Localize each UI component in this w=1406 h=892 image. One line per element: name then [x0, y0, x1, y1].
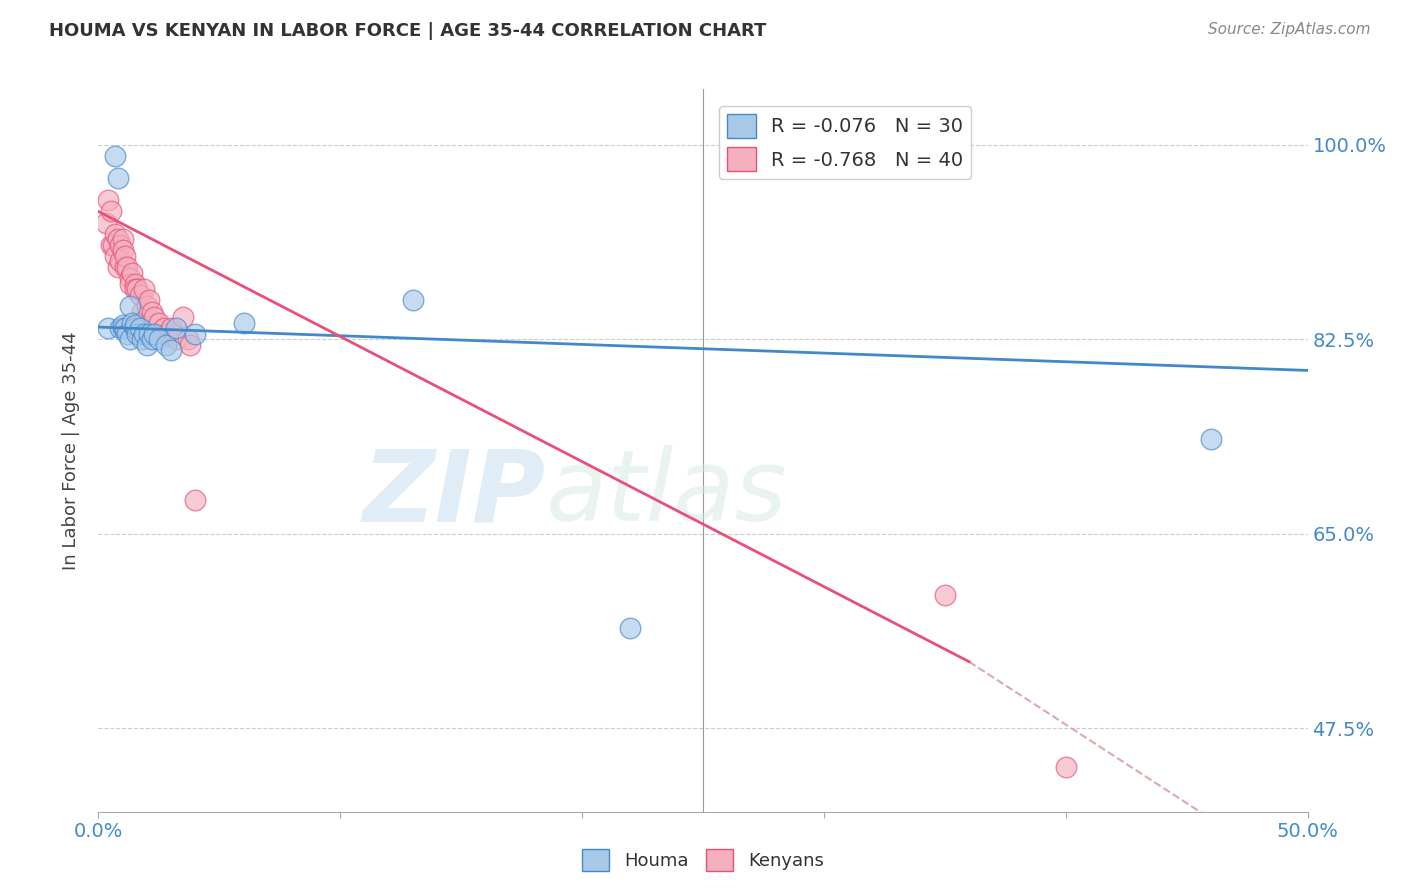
Point — [121, 316, 143, 330]
Point — [134, 282, 156, 296]
Point — [108, 254, 131, 268]
Text: ZIP: ZIP — [363, 445, 546, 542]
Point — [155, 338, 177, 352]
Point — [184, 326, 207, 341]
Text: atlas: atlas — [546, 445, 787, 542]
Point — [134, 326, 156, 341]
Point — [155, 326, 177, 341]
Point — [1054, 760, 1077, 774]
Text: HOUMA VS KENYAN IN LABOR FORCE | AGE 35-44 CORRELATION CHART: HOUMA VS KENYAN IN LABOR FORCE | AGE 35-… — [49, 22, 766, 40]
Point — [135, 338, 157, 352]
Point — [141, 304, 163, 318]
Point — [114, 321, 136, 335]
Point — [138, 326, 160, 341]
Point — [111, 318, 134, 332]
Point — [114, 249, 136, 263]
Point — [179, 338, 201, 352]
Point — [160, 343, 183, 358]
Point — [94, 216, 117, 230]
Point — [97, 194, 120, 208]
Point — [148, 332, 170, 346]
Point — [131, 332, 153, 346]
Point — [143, 326, 166, 341]
Point — [127, 326, 149, 341]
Point — [1199, 433, 1222, 447]
Point — [124, 277, 146, 291]
Point — [619, 621, 641, 635]
Point — [232, 316, 254, 330]
Point — [101, 237, 124, 252]
Point — [104, 249, 127, 263]
Point — [121, 266, 143, 280]
Point — [138, 293, 160, 308]
Point — [108, 237, 131, 252]
Point — [160, 321, 183, 335]
Point — [118, 299, 141, 313]
Point — [97, 321, 120, 335]
Point — [124, 321, 146, 335]
Point — [108, 321, 131, 335]
Point — [131, 304, 153, 318]
Text: Source: ZipAtlas.com: Source: ZipAtlas.com — [1208, 22, 1371, 37]
Point — [111, 232, 134, 246]
Point — [128, 288, 150, 302]
Point — [111, 244, 134, 258]
Point — [184, 493, 207, 508]
Point — [100, 204, 122, 219]
Point — [104, 149, 127, 163]
Point — [165, 332, 187, 346]
Point — [128, 321, 150, 335]
Point — [111, 321, 134, 335]
Point — [107, 171, 129, 186]
Point — [118, 271, 141, 285]
Point — [118, 332, 141, 346]
Point — [107, 260, 129, 274]
Point — [100, 237, 122, 252]
Point — [148, 316, 170, 330]
Point — [117, 326, 139, 341]
Point — [117, 260, 139, 274]
Point — [143, 310, 166, 324]
Y-axis label: In Labor Force | Age 35-44: In Labor Force | Age 35-44 — [62, 331, 80, 570]
Point — [402, 293, 425, 308]
Point — [114, 260, 136, 274]
Point — [107, 232, 129, 246]
Point — [172, 310, 194, 324]
Point — [165, 321, 187, 335]
Point — [118, 277, 141, 291]
Point — [141, 332, 163, 346]
Point — [104, 227, 127, 241]
Point — [934, 588, 956, 602]
Point — [124, 282, 146, 296]
Legend: Houma, Kenyans: Houma, Kenyans — [575, 842, 831, 879]
Point — [135, 299, 157, 313]
Legend: R = -0.076   N = 30, R = -0.768   N = 40: R = -0.076 N = 30, R = -0.768 N = 40 — [718, 106, 972, 179]
Point — [127, 282, 149, 296]
Point — [124, 318, 146, 332]
Point — [152, 321, 174, 335]
Point — [177, 332, 200, 346]
